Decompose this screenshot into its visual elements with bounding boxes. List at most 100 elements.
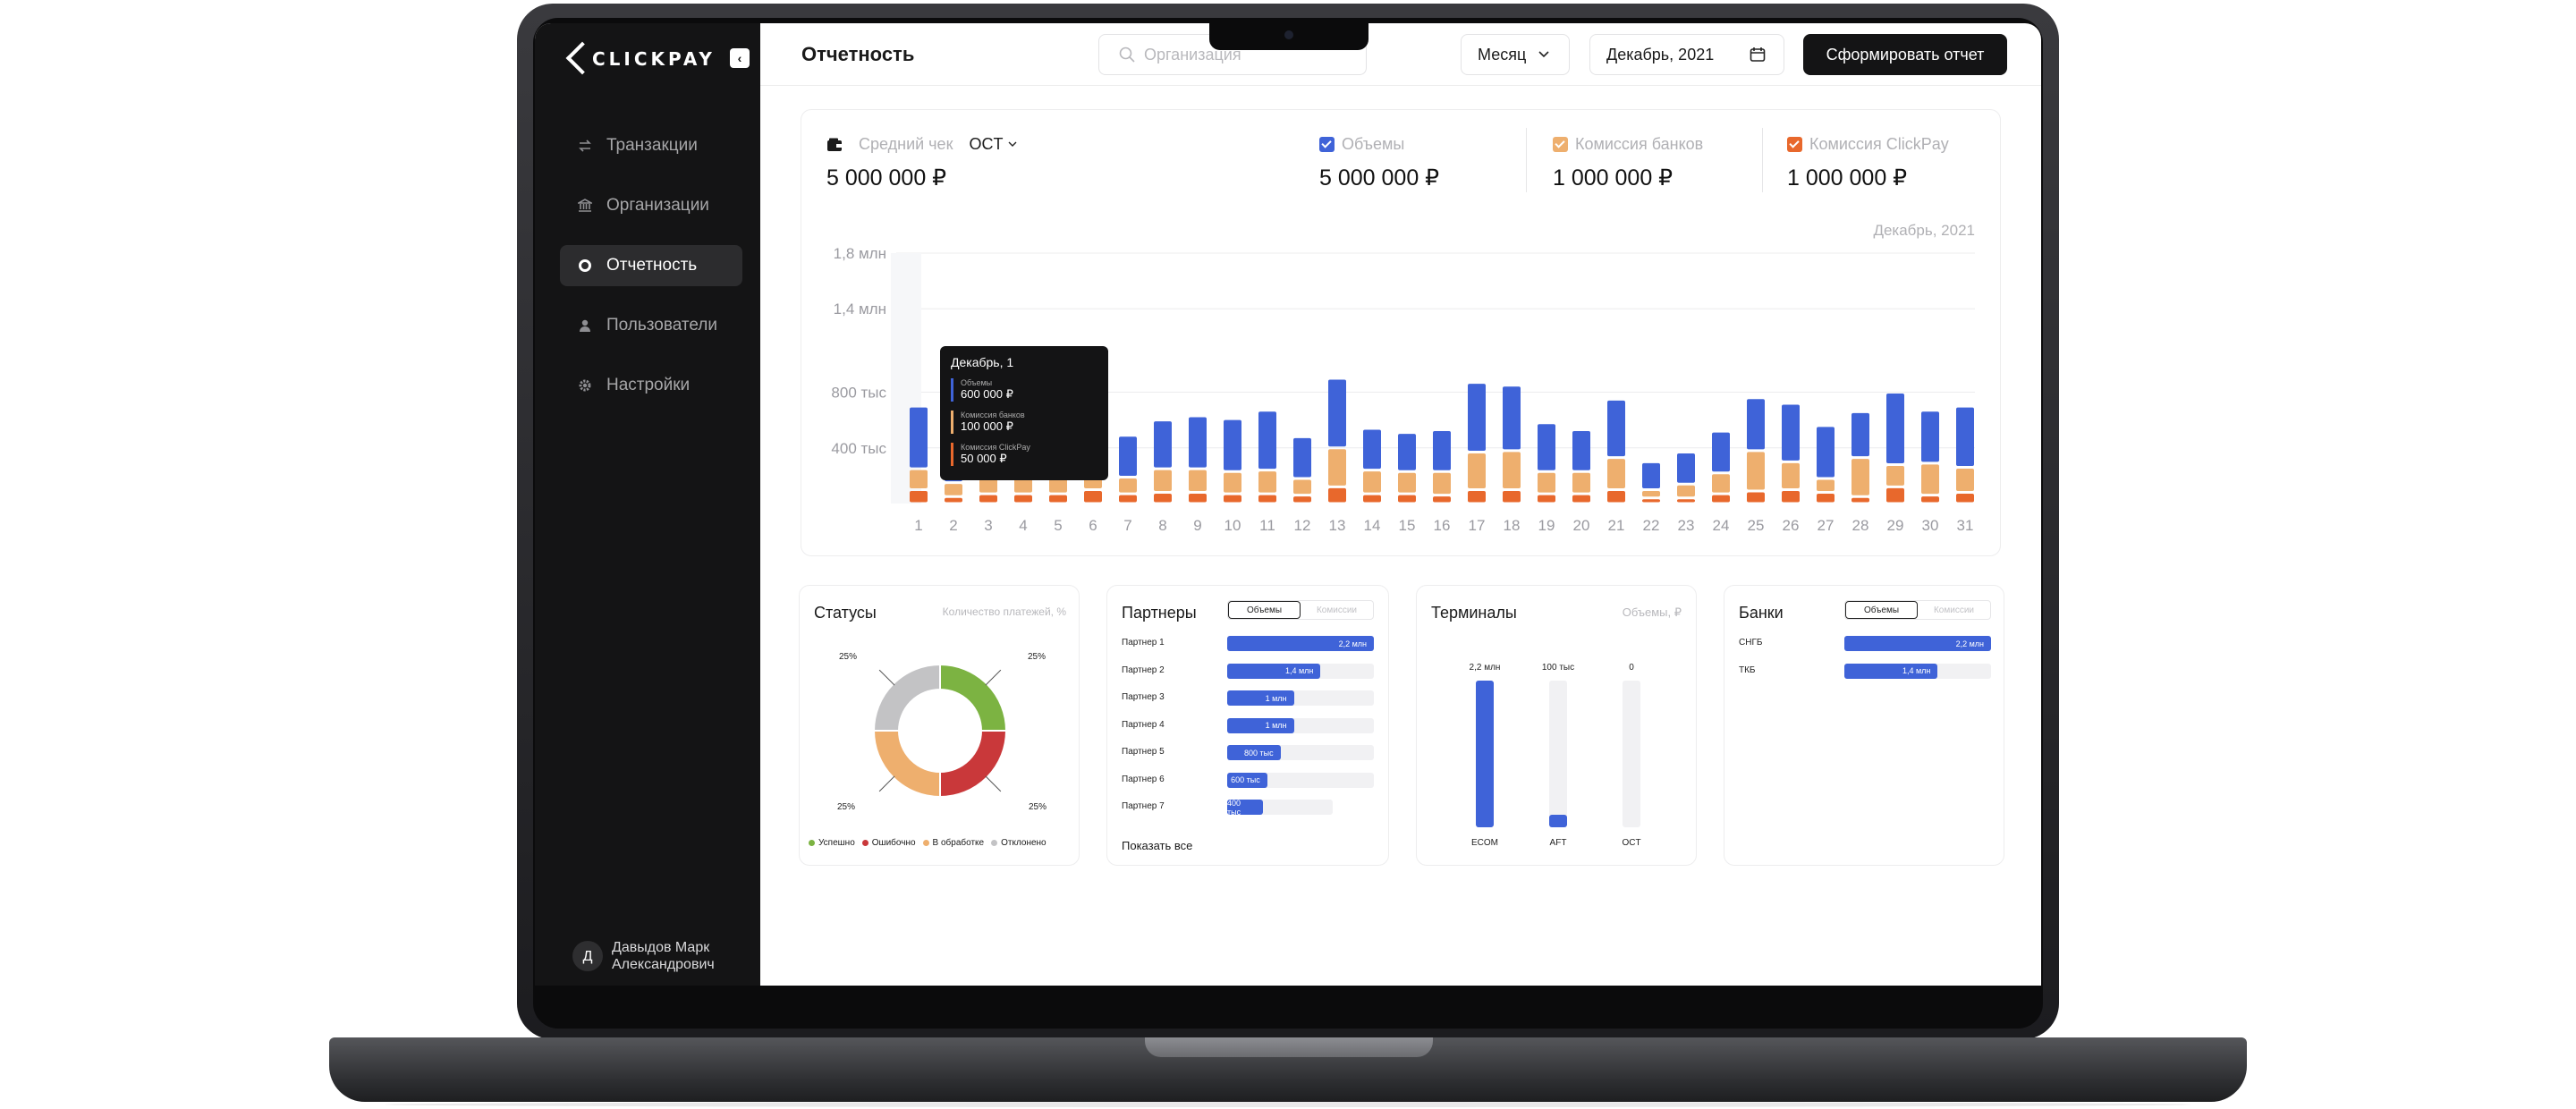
period-select[interactable]: Месяц: [1461, 34, 1570, 75]
terminal-value-label: 100 тыс: [1541, 663, 1575, 673]
bar-segment: [1747, 492, 1765, 503]
legend-label: Отклонено: [1001, 838, 1046, 848]
tooltip-row: Комиссия банков 100 000 ₽: [951, 411, 1097, 434]
x-tick-label: 23: [1678, 517, 1695, 534]
bar-segment: [1224, 472, 1241, 493]
donut-leader-line: [878, 669, 895, 686]
calendar-icon: [1750, 47, 1766, 62]
camera-icon: [1284, 30, 1293, 39]
logo-text: CLICKPAY: [592, 48, 716, 70]
legend-item: Ошибочно: [861, 838, 916, 848]
bar-fill: 1 млн: [1227, 717, 1294, 733]
sidebar-item-label: Настройки: [606, 376, 691, 394]
logo[interactable]: CLICKPAY: [564, 39, 716, 79]
bar-segment: [1503, 452, 1521, 488]
legend-label: Успешно: [818, 838, 855, 848]
generate-report-button[interactable]: Сформировать отчет: [1803, 34, 2007, 75]
bar-segment: [945, 497, 962, 503]
bar-segment: [1886, 487, 1904, 503]
sidebar-item-settings[interactable]: Настройки: [560, 365, 742, 406]
x-tick-label: 13: [1329, 517, 1346, 534]
bar-segment: [910, 490, 928, 503]
camera-notch: [1209, 23, 1368, 50]
bank-fee-checkbox[interactable]: [1553, 137, 1568, 152]
date-picker[interactable]: Декабрь, 2021: [1589, 34, 1784, 75]
status-donut-chart: 25% 25% 25% 25%: [837, 652, 1046, 812]
bar-segment: [1154, 470, 1172, 492]
bar-segment: [1607, 459, 1625, 488]
terminal-bar-fill: [1476, 681, 1494, 827]
x-tick-label: 17: [1469, 517, 1486, 534]
sidebar-item-users[interactable]: Пользователи: [560, 305, 742, 346]
x-tick-label: 14: [1364, 517, 1381, 534]
donut-leader-line: [878, 775, 895, 792]
x-tick-label: 27: [1818, 517, 1835, 534]
bar-segment: [1782, 490, 1800, 503]
collapse-sidebar-button[interactable]: ‹: [730, 48, 750, 68]
sidebar-item-reports[interactable]: Отчетность: [560, 245, 742, 286]
date-picker-value: Декабрь, 2021: [1606, 45, 1715, 63]
bar-segment: [1433, 431, 1451, 470]
user-icon: [580, 319, 590, 332]
bar-segment: [1224, 495, 1241, 503]
sidebar-item-label: Отчетность: [606, 256, 698, 275]
show-all-link[interactable]: Показать все: [1122, 839, 1193, 852]
x-tick-label: 28: [1852, 517, 1869, 534]
bar-segment: [1677, 485, 1695, 497]
x-tick-label: 30: [1922, 517, 1939, 534]
partners-tab-volumes[interactable]: Объемы: [1228, 601, 1301, 619]
bar-fill: 600 тыс: [1227, 772, 1267, 788]
bar-fill: 2,2 млн: [1844, 636, 1991, 651]
bar-segment: [1921, 411, 1939, 462]
bar-segment: [1956, 494, 1974, 503]
top-header: Отчетность Месяц Декабрь, 2021 Сформиров…: [760, 23, 2041, 86]
bank-fee-block: Комиссия банков 1 000 000 ₽: [1553, 135, 1703, 191]
bar-segment: [1607, 400, 1625, 457]
volumes-checkbox[interactable]: [1319, 137, 1335, 152]
bar-fill: 1,4 млн: [1844, 663, 1938, 679]
gear-icon: [579, 379, 591, 392]
bar-segment: [1468, 384, 1486, 451]
chevron-down-icon: [1538, 51, 1549, 58]
bar-segment: [1119, 495, 1137, 503]
divider: [1762, 128, 1763, 192]
bar-segment: [1782, 462, 1800, 488]
banks-tab-volumes[interactable]: Объемы: [1845, 601, 1919, 619]
legend-item: Отклонено: [991, 838, 1046, 848]
bar-segment: [1956, 407, 1974, 467]
tooltip-row: Объемы 600 000 ₽: [951, 378, 1097, 402]
partners-title: Партнеры: [1122, 604, 1197, 622]
y-tick-label: 1,4 млн: [834, 301, 886, 317]
user-profile[interactable]: Д Давыдов Марк Александрович: [572, 939, 715, 973]
banks-title: Банки: [1739, 604, 1784, 622]
bar-row-label: ТКБ: [1739, 665, 1756, 675]
avg-check-filter[interactable]: OCT: [969, 135, 1017, 154]
bar-fill: 800 тыс: [1227, 745, 1281, 760]
bar-segment: [1258, 411, 1276, 470]
bar-segment: [1189, 494, 1207, 503]
bank-fee-label: Комиссия банков: [1575, 135, 1704, 153]
partners-tab-fees[interactable]: Комиссии: [1316, 605, 1358, 615]
clickpay-fee-checkbox[interactable]: [1787, 137, 1802, 152]
sidebar-item-organizations[interactable]: Организации: [560, 185, 742, 226]
volumes-value: 5 000 000 ₽: [1319, 165, 1440, 190]
tooltip-row-value: 50 000 ₽: [961, 452, 1007, 465]
terminal-name-label: ECOM: [1471, 838, 1498, 848]
bar-segment: [1817, 427, 1835, 478]
x-tick-label: 4: [1019, 517, 1027, 534]
x-tick-label: 12: [1294, 517, 1311, 534]
avatar: Д: [572, 941, 603, 971]
terminals-subtitle: Объемы, ₽: [1622, 605, 1682, 619]
banks-toggle: Объемы Комиссии: [1844, 600, 1991, 620]
sidebar-item-label: Транзакции: [606, 136, 698, 155]
bar-segment: [945, 484, 962, 495]
status-legend: Успешно Ошибочно В обработке Отклонено: [809, 838, 1046, 848]
sidebar-item-transactions[interactable]: Транзакции: [560, 125, 742, 166]
donut-percent-label: 25%: [1028, 652, 1046, 662]
sidebar: CLICKPAY ‹ Транзакции Организации Отчетн…: [535, 23, 760, 986]
banks-tab-fees[interactable]: Комиссии: [1933, 605, 1975, 615]
summary-chart-card: Средний чек OCT 5 000 000 ₽ Объемы 5 000…: [801, 109, 2001, 556]
terminals-title: Терминалы: [1431, 604, 1517, 622]
y-tick-label: 1,8 млн: [834, 245, 886, 262]
bar-segment: [1747, 399, 1765, 450]
